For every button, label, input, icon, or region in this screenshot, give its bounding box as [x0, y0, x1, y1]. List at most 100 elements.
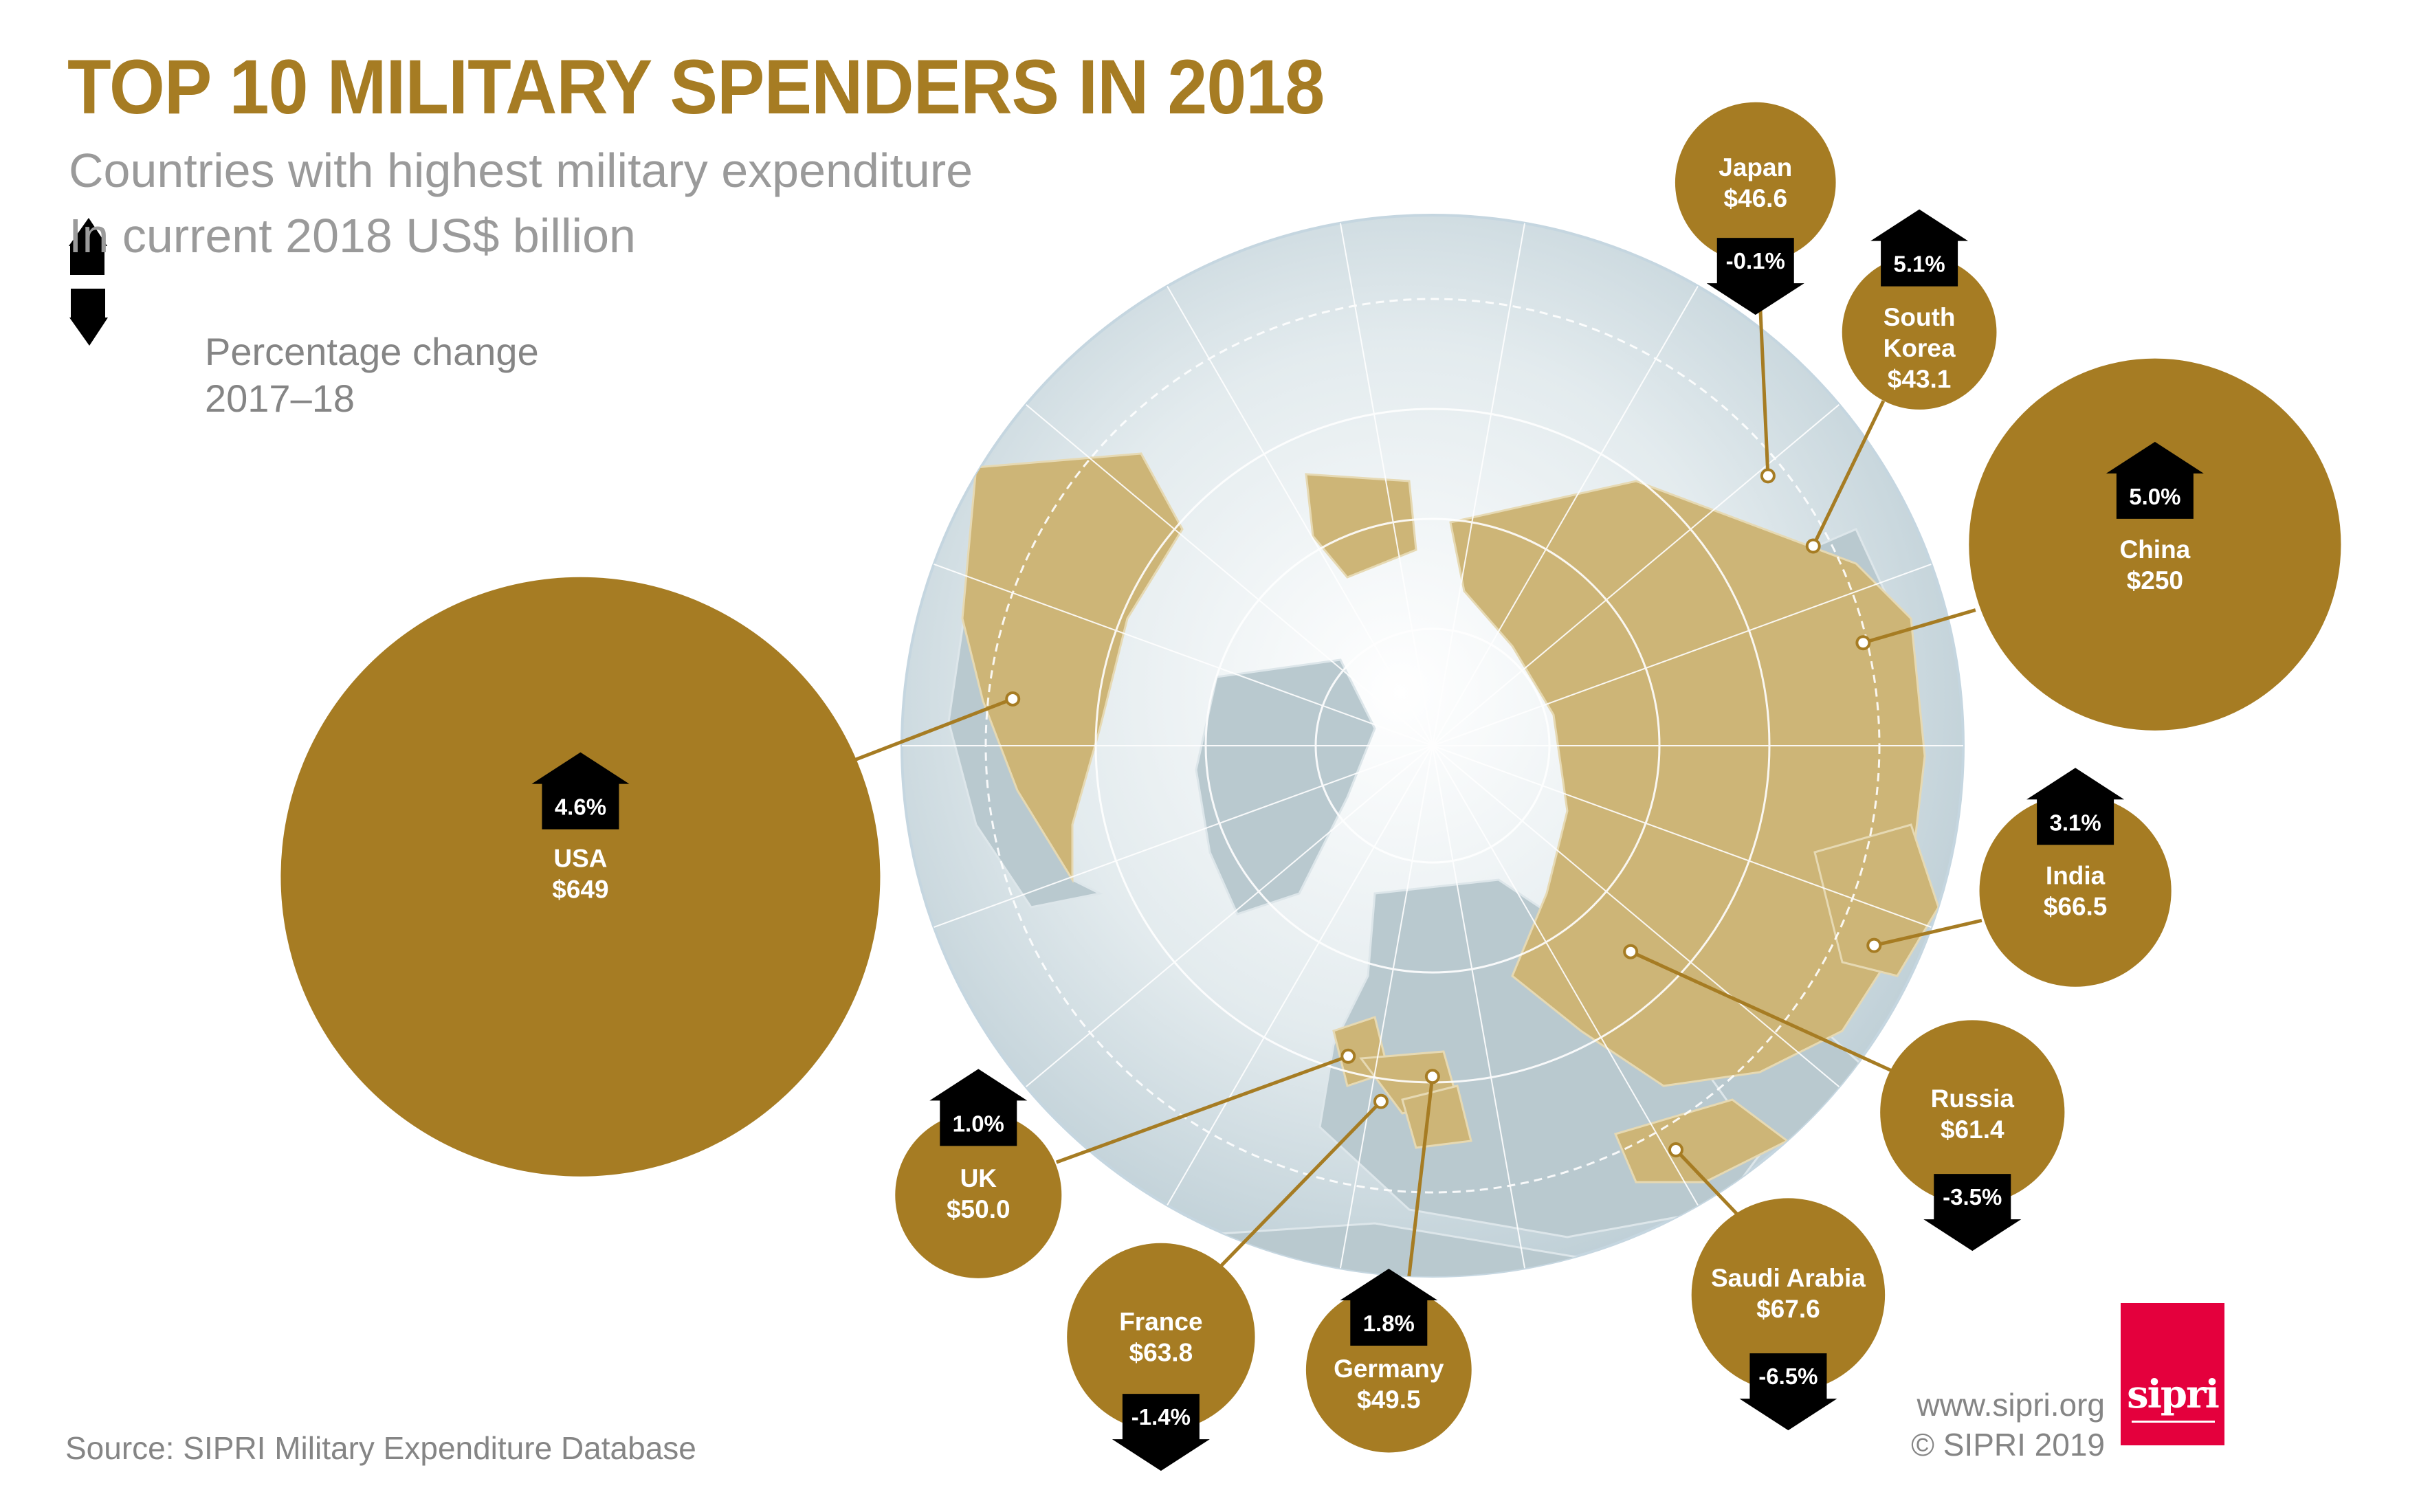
logo-rule [2132, 1421, 2215, 1423]
meridian-line [1432, 347, 1908, 746]
bubble-india[interactable]: India $66.5 3.1% [1979, 768, 2172, 987]
country-name: China [2119, 535, 2190, 564]
arrow-down-icon [1739, 1353, 1837, 1431]
country-name: USA [553, 845, 607, 873]
bubble-circle[interactable] [1880, 1020, 2065, 1205]
country-name: Korea [1884, 334, 1956, 362]
meridian-line [1432, 215, 1541, 746]
bubble-saudi-arabia[interactable]: Saudi Arabia $67.6 -6.5% [1691, 1198, 1886, 1431]
meridian-line [902, 533, 1433, 746]
meridian-line [1432, 745, 1908, 1144]
country-value: $49.5 [1357, 1386, 1421, 1414]
meridian-line [1432, 745, 1743, 1276]
arrow-up-icon [1870, 209, 1969, 287]
leader-line-japan [1758, 304, 1770, 476]
leader-lines [854, 304, 1982, 1277]
legend: Percentage change 2017–18 [205, 329, 539, 422]
change-label: -6.5% [1758, 1364, 1818, 1389]
bubble-circle[interactable] [895, 1111, 1062, 1278]
arrow-down-icon [1706, 238, 1804, 315]
arrow-down-icon [1112, 1394, 1210, 1471]
leader-line-uk [1055, 1054, 1349, 1164]
legend-arrows [69, 218, 108, 346]
bubbles: USA $649 4.6% China$250 5.0% Saudi Arabia $67.… [280, 102, 2341, 1471]
change-label: 5.1% [1893, 252, 1945, 277]
arrow-down-icon [1923, 1174, 2022, 1252]
meridian-line [1123, 745, 1433, 1276]
location-dot-saudi-arabia [1668, 1142, 1683, 1157]
globe-map [901, 214, 1965, 1278]
meridian-line [958, 745, 1433, 1144]
bubble-circle[interactable] [1691, 1198, 1886, 1392]
bubble-circle[interactable] [1979, 794, 2172, 987]
page-title: TOP 10 MILITARY SPENDERS IN 2018 [67, 44, 1325, 130]
leader-line-russia [1630, 950, 1899, 1076]
country-name: Saudi Arabia [1711, 1264, 1866, 1292]
change-label: 1.8% [1363, 1311, 1415, 1336]
country-value: $67.6 [1756, 1295, 1820, 1323]
arrow-down-icon [69, 289, 108, 346]
meridian-line [902, 745, 1433, 958]
meridian-line [1432, 533, 1963, 746]
meridian-line [1432, 745, 1541, 1276]
bubble-russia[interactable]: Russia$61.4 -3.5% [1880, 1020, 2065, 1252]
country-value: $66.5 [2044, 892, 2108, 920]
bubble-circle[interactable] [1067, 1243, 1255, 1432]
country-value: $250 [2127, 566, 2183, 594]
country-name: France [1119, 1308, 1202, 1336]
arrow-up-icon [929, 1069, 1028, 1146]
copyright: © SIPRI 2019 [1911, 1427, 2105, 1463]
credits: www.sipri.org © SIPRI 2019 [1911, 1385, 2105, 1465]
change-label: 3.1% [2049, 810, 2101, 835]
bubble-circle[interactable] [280, 577, 881, 1177]
change-label: -3.5% [1943, 1184, 2002, 1210]
country-name: Russia [1931, 1085, 2015, 1113]
bubble-south-korea[interactable]: South Korea $43.1 5.1% [1842, 209, 1997, 410]
leader-line-india [1873, 918, 1982, 948]
location-dot-russia [1623, 944, 1639, 959]
country-name: Japan [1719, 153, 1792, 181]
arrow-up-icon [2026, 768, 2125, 845]
country-name: UK [960, 1164, 997, 1192]
meridian-line [1324, 745, 1433, 1276]
arrow-up-icon [531, 752, 630, 830]
country-name: South [1884, 303, 1956, 331]
country-value: $649 [552, 876, 608, 904]
bubble-china[interactable]: China$250 5.0% [1969, 358, 2341, 731]
bubble-circle[interactable] [1969, 358, 2341, 731]
meridian-line [1324, 215, 1433, 746]
sipri-logo: sipri [2121, 1303, 2224, 1445]
land-highlight [961, 452, 1940, 1183]
bubble-circle[interactable] [1305, 1287, 1472, 1453]
meridian-line [1432, 745, 1963, 958]
bubble-japan[interactable]: Japan $46.6 -0.1% [1675, 102, 1836, 315]
logo-text: sipri [2127, 1372, 2220, 1417]
country-value: $61.4 [1941, 1115, 2004, 1144]
location-dot-south-korea [1805, 538, 1821, 554]
meridian-line [1432, 215, 1743, 746]
location-dot-japan [1760, 468, 1776, 484]
subtitle-unit: In current 2018 US$ billion [69, 209, 636, 263]
change-label: -1.4% [1131, 1404, 1191, 1430]
change-label: -0.1% [1726, 248, 1785, 274]
leader-line-france [1214, 1100, 1382, 1273]
bubble-uk[interactable]: UK $50.0 1.0% [895, 1069, 1062, 1278]
leader-line-china [1862, 608, 1976, 645]
bubble-usa[interactable]: USA $649 4.6% [280, 577, 881, 1177]
bubble-france[interactable]: France $63.8 -1.4% [1067, 1243, 1255, 1471]
arrow-up-icon [69, 218, 107, 275]
bubble-circle[interactable] [1842, 255, 1997, 410]
country-value: $63.8 [1129, 1339, 1193, 1367]
leader-line-usa [854, 697, 1014, 761]
legend-label: Percentage change [205, 330, 539, 373]
bubble-circle[interactable] [1675, 102, 1836, 263]
change-label: 5.0% [2129, 484, 2180, 509]
leader-line-germany [1407, 1076, 1435, 1277]
bubble-germany[interactable]: Germany $49.5 1.8% [1305, 1268, 1472, 1453]
subtitle: Countries with highest military expendit… [69, 144, 973, 197]
location-dot-uk [1340, 1048, 1356, 1064]
country-name: Germany [1334, 1355, 1444, 1383]
website-link[interactable]: www.sipri.org [1917, 1387, 2105, 1423]
country-value: $46.6 [1723, 184, 1787, 212]
